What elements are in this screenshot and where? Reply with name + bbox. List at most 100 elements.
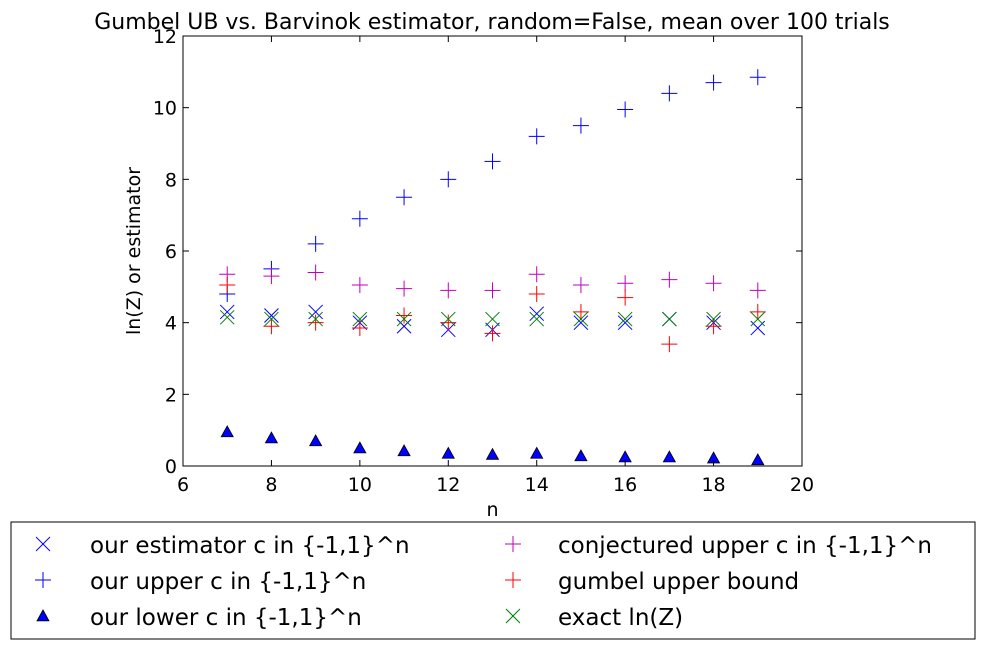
- legend-marker: [35, 572, 51, 588]
- legend-entry: gumbel upper bound: [558, 569, 799, 595]
- x-tick-label: 16: [613, 474, 637, 496]
- data-point: [573, 311, 589, 327]
- data-point: [573, 315, 589, 331]
- data-point: [749, 303, 766, 320]
- axis-ticks: 6 8 10 12 14 16 18 20 0 2 4 6 8 10 12: [153, 26, 814, 496]
- data-point-stroke: [617, 311, 633, 327]
- x-tick-label: 6: [177, 474, 189, 496]
- data-point: [397, 444, 411, 457]
- data-point: [263, 268, 280, 285]
- legend-marker: [35, 536, 51, 552]
- data-point: [750, 320, 766, 336]
- data-point: [617, 275, 634, 292]
- data-point-stroke: [617, 315, 633, 331]
- data-point: [396, 311, 412, 327]
- data-point: [396, 318, 412, 334]
- legend-entry: our lower c in {-1,1}^n: [90, 605, 362, 631]
- data-point: [307, 264, 324, 281]
- y-tick-label: 8: [165, 169, 177, 191]
- chart-title: Gumbel UB vs. Barvinok estimator, random…: [94, 10, 890, 35]
- x-axis-label: n: [486, 499, 498, 521]
- data-point: [528, 286, 545, 302]
- data-point-stroke: [706, 311, 721, 327]
- data-point: [705, 318, 722, 335]
- y-tick-label: 10: [153, 98, 177, 120]
- data-point-stroke: [750, 311, 766, 327]
- data-point: [528, 266, 545, 283]
- data-point-stroke: [396, 318, 412, 334]
- data-point: [617, 315, 633, 331]
- data-point: [485, 447, 500, 460]
- x-tick-label: 8: [265, 474, 277, 496]
- data-point: [706, 311, 721, 327]
- legend-entry: conjectured upper c in {-1,1}^n: [558, 533, 932, 559]
- data-point: [264, 431, 279, 444]
- y-tick-label: 2: [165, 384, 177, 406]
- data-point: [749, 282, 766, 299]
- data-point: [219, 309, 235, 325]
- data-point: [662, 450, 677, 463]
- y-axis-label: ln(Z) or estimator: [123, 167, 145, 335]
- data-point: [574, 449, 588, 462]
- data-point: [661, 271, 678, 288]
- legend-marker: [36, 609, 50, 622]
- data-point-stroke: [352, 311, 368, 327]
- legend-entry: our upper c in {-1,1}^n: [90, 569, 366, 595]
- data-point-stroke: [264, 308, 279, 323]
- series-3: [219, 264, 766, 299]
- series-4: [219, 277, 766, 353]
- data-point-stroke: [308, 304, 323, 320]
- data-point-stroke: [396, 311, 412, 327]
- data-point: [307, 235, 324, 252]
- data-point: [396, 280, 413, 297]
- data-point: [572, 303, 589, 320]
- legend-entry: exact ln(Z): [558, 605, 683, 631]
- data-point: [351, 320, 368, 337]
- legend-marker: [505, 572, 521, 588]
- legend: our estimator c in {-1,1}^n our upper c i…: [10, 521, 976, 640]
- data-point: [572, 277, 589, 294]
- data-point: [353, 441, 367, 454]
- data-point-stroke: [440, 311, 456, 327]
- data-point: [351, 277, 368, 294]
- data-point: [440, 314, 457, 331]
- data-point: [572, 117, 589, 134]
- x-tick-label: 18: [701, 474, 725, 496]
- legend-marker: [505, 608, 521, 624]
- data-point: [484, 325, 501, 342]
- x-tick-label: 10: [348, 474, 372, 496]
- data-point: [440, 311, 456, 327]
- data-point-stroke: [573, 315, 589, 331]
- data-point: [308, 304, 323, 320]
- data-point: [440, 282, 457, 299]
- data-point: [219, 277, 236, 294]
- data-point-stroke: [485, 311, 500, 327]
- data-point: [396, 307, 413, 324]
- data-point: [529, 306, 545, 322]
- data-point: [308, 311, 323, 327]
- series-1: [219, 69, 766, 302]
- data-point: [662, 311, 677, 327]
- y-tick-label: 6: [165, 241, 177, 263]
- data-point: [441, 446, 455, 459]
- data-point: [661, 85, 678, 102]
- data-point: [263, 318, 280, 335]
- data-point: [749, 69, 766, 86]
- data-point-stroke: [219, 309, 235, 325]
- plot-frame: [182, 35, 803, 467]
- data-point: [264, 311, 279, 327]
- data-point: [617, 101, 634, 118]
- legend-marker-stroke: [505, 608, 521, 624]
- data-point: [705, 275, 722, 292]
- data-point: [529, 311, 545, 327]
- data-point: [308, 434, 323, 447]
- data-point: [530, 446, 544, 459]
- data-point: [396, 189, 413, 206]
- data-point: [484, 153, 501, 170]
- data-point-stroke: [308, 311, 323, 327]
- series-5: [219, 309, 766, 327]
- y-tick-label: 4: [165, 313, 177, 335]
- legend-marker: [505, 536, 521, 552]
- x-tick-label: 12: [436, 474, 460, 496]
